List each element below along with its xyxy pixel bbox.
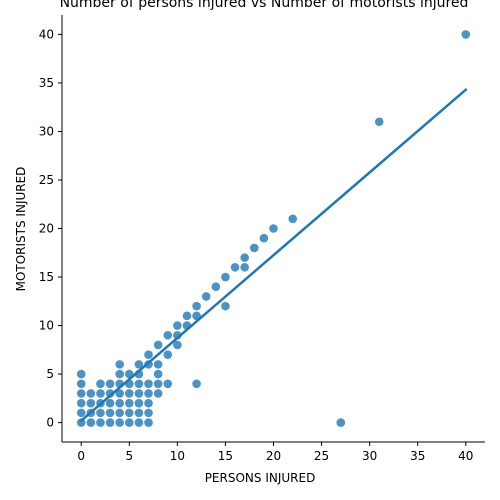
data-point [105,418,115,427]
data-point [153,360,163,369]
data-point [124,418,134,427]
y-tick-label: 35 [39,76,54,90]
data-point [173,321,182,330]
data-point [288,214,298,224]
y-tick-label: 40 [39,27,54,41]
data-point [115,360,124,369]
data-point [336,418,346,427]
data-point [124,398,134,408]
data-point [96,408,105,418]
y-tick-label: 5 [46,367,54,381]
data-point [144,418,153,427]
data-point [115,418,124,427]
data-point [105,379,115,389]
data-point [461,30,471,39]
regression-line-group [79,87,468,423]
data-point [105,398,115,408]
data-point [230,263,240,272]
x-axis-label: PERSONS INJURED [205,471,316,485]
data-point [221,301,230,311]
data-points [76,30,471,427]
data-point [134,379,144,389]
data-point [96,418,105,427]
data-point [115,369,124,379]
y-tick-label: 20 [39,222,54,236]
data-point [86,398,96,408]
data-point [153,389,163,398]
data-point [163,379,173,389]
data-point [134,408,144,418]
y-tick-label: 0 [46,416,54,430]
x-tick-label: 15 [218,449,233,463]
data-point [153,369,163,379]
data-point [144,379,153,389]
data-point [134,360,144,369]
x-tick-label: 5 [125,449,133,463]
data-point [269,224,278,233]
data-point [96,389,105,398]
data-point [249,243,259,253]
data-point [76,379,86,389]
data-point [374,117,384,127]
data-point [124,389,134,398]
x-tick-label: 10 [170,449,185,463]
data-point [134,398,144,408]
chart-title: Number of persons injured vs Number of m… [60,0,469,11]
data-point [76,398,86,408]
data-point [124,408,134,418]
data-point [240,263,249,272]
data-point [144,408,153,418]
y-tick-label: 15 [39,270,54,284]
data-point [96,379,105,389]
y-axis-label: MOTORISTS INJURED [14,167,28,292]
data-point [192,379,201,389]
x-tick-label: 25 [314,449,329,463]
data-point [173,340,182,350]
data-point [182,311,192,321]
data-point [144,350,153,359]
data-point [86,418,96,427]
data-point [115,408,124,418]
data-point [134,389,144,398]
x-tick-label: 0 [77,449,85,463]
data-point [86,389,96,398]
regression-line [79,87,468,423]
data-point [76,389,86,398]
data-point [76,369,86,379]
data-point [211,282,221,292]
data-point [144,389,153,398]
x-tick-label: 30 [362,449,377,463]
data-point [153,340,163,350]
data-point [192,301,201,311]
x-tick-label: 40 [458,449,473,463]
data-point [115,389,124,398]
x-tick-label: 20 [266,449,281,463]
y-tick-label: 30 [39,124,54,138]
data-point [259,233,269,243]
axes: 0 5 10 15 20 25 30 35 40 0 5 10 15 20 25 30 35 40 [39,15,485,463]
data-point [201,292,211,301]
data-point [221,272,230,282]
data-point [240,253,249,262]
y-tick-label: 25 [39,173,54,187]
data-point [76,408,86,418]
data-point [105,408,115,418]
y-tick-label: 10 [39,319,54,333]
data-point [163,350,173,359]
data-point [163,330,173,340]
data-point [153,379,163,389]
data-point [115,398,124,408]
data-point [144,398,153,408]
x-tick-label: 35 [410,449,425,463]
data-point [134,418,144,427]
